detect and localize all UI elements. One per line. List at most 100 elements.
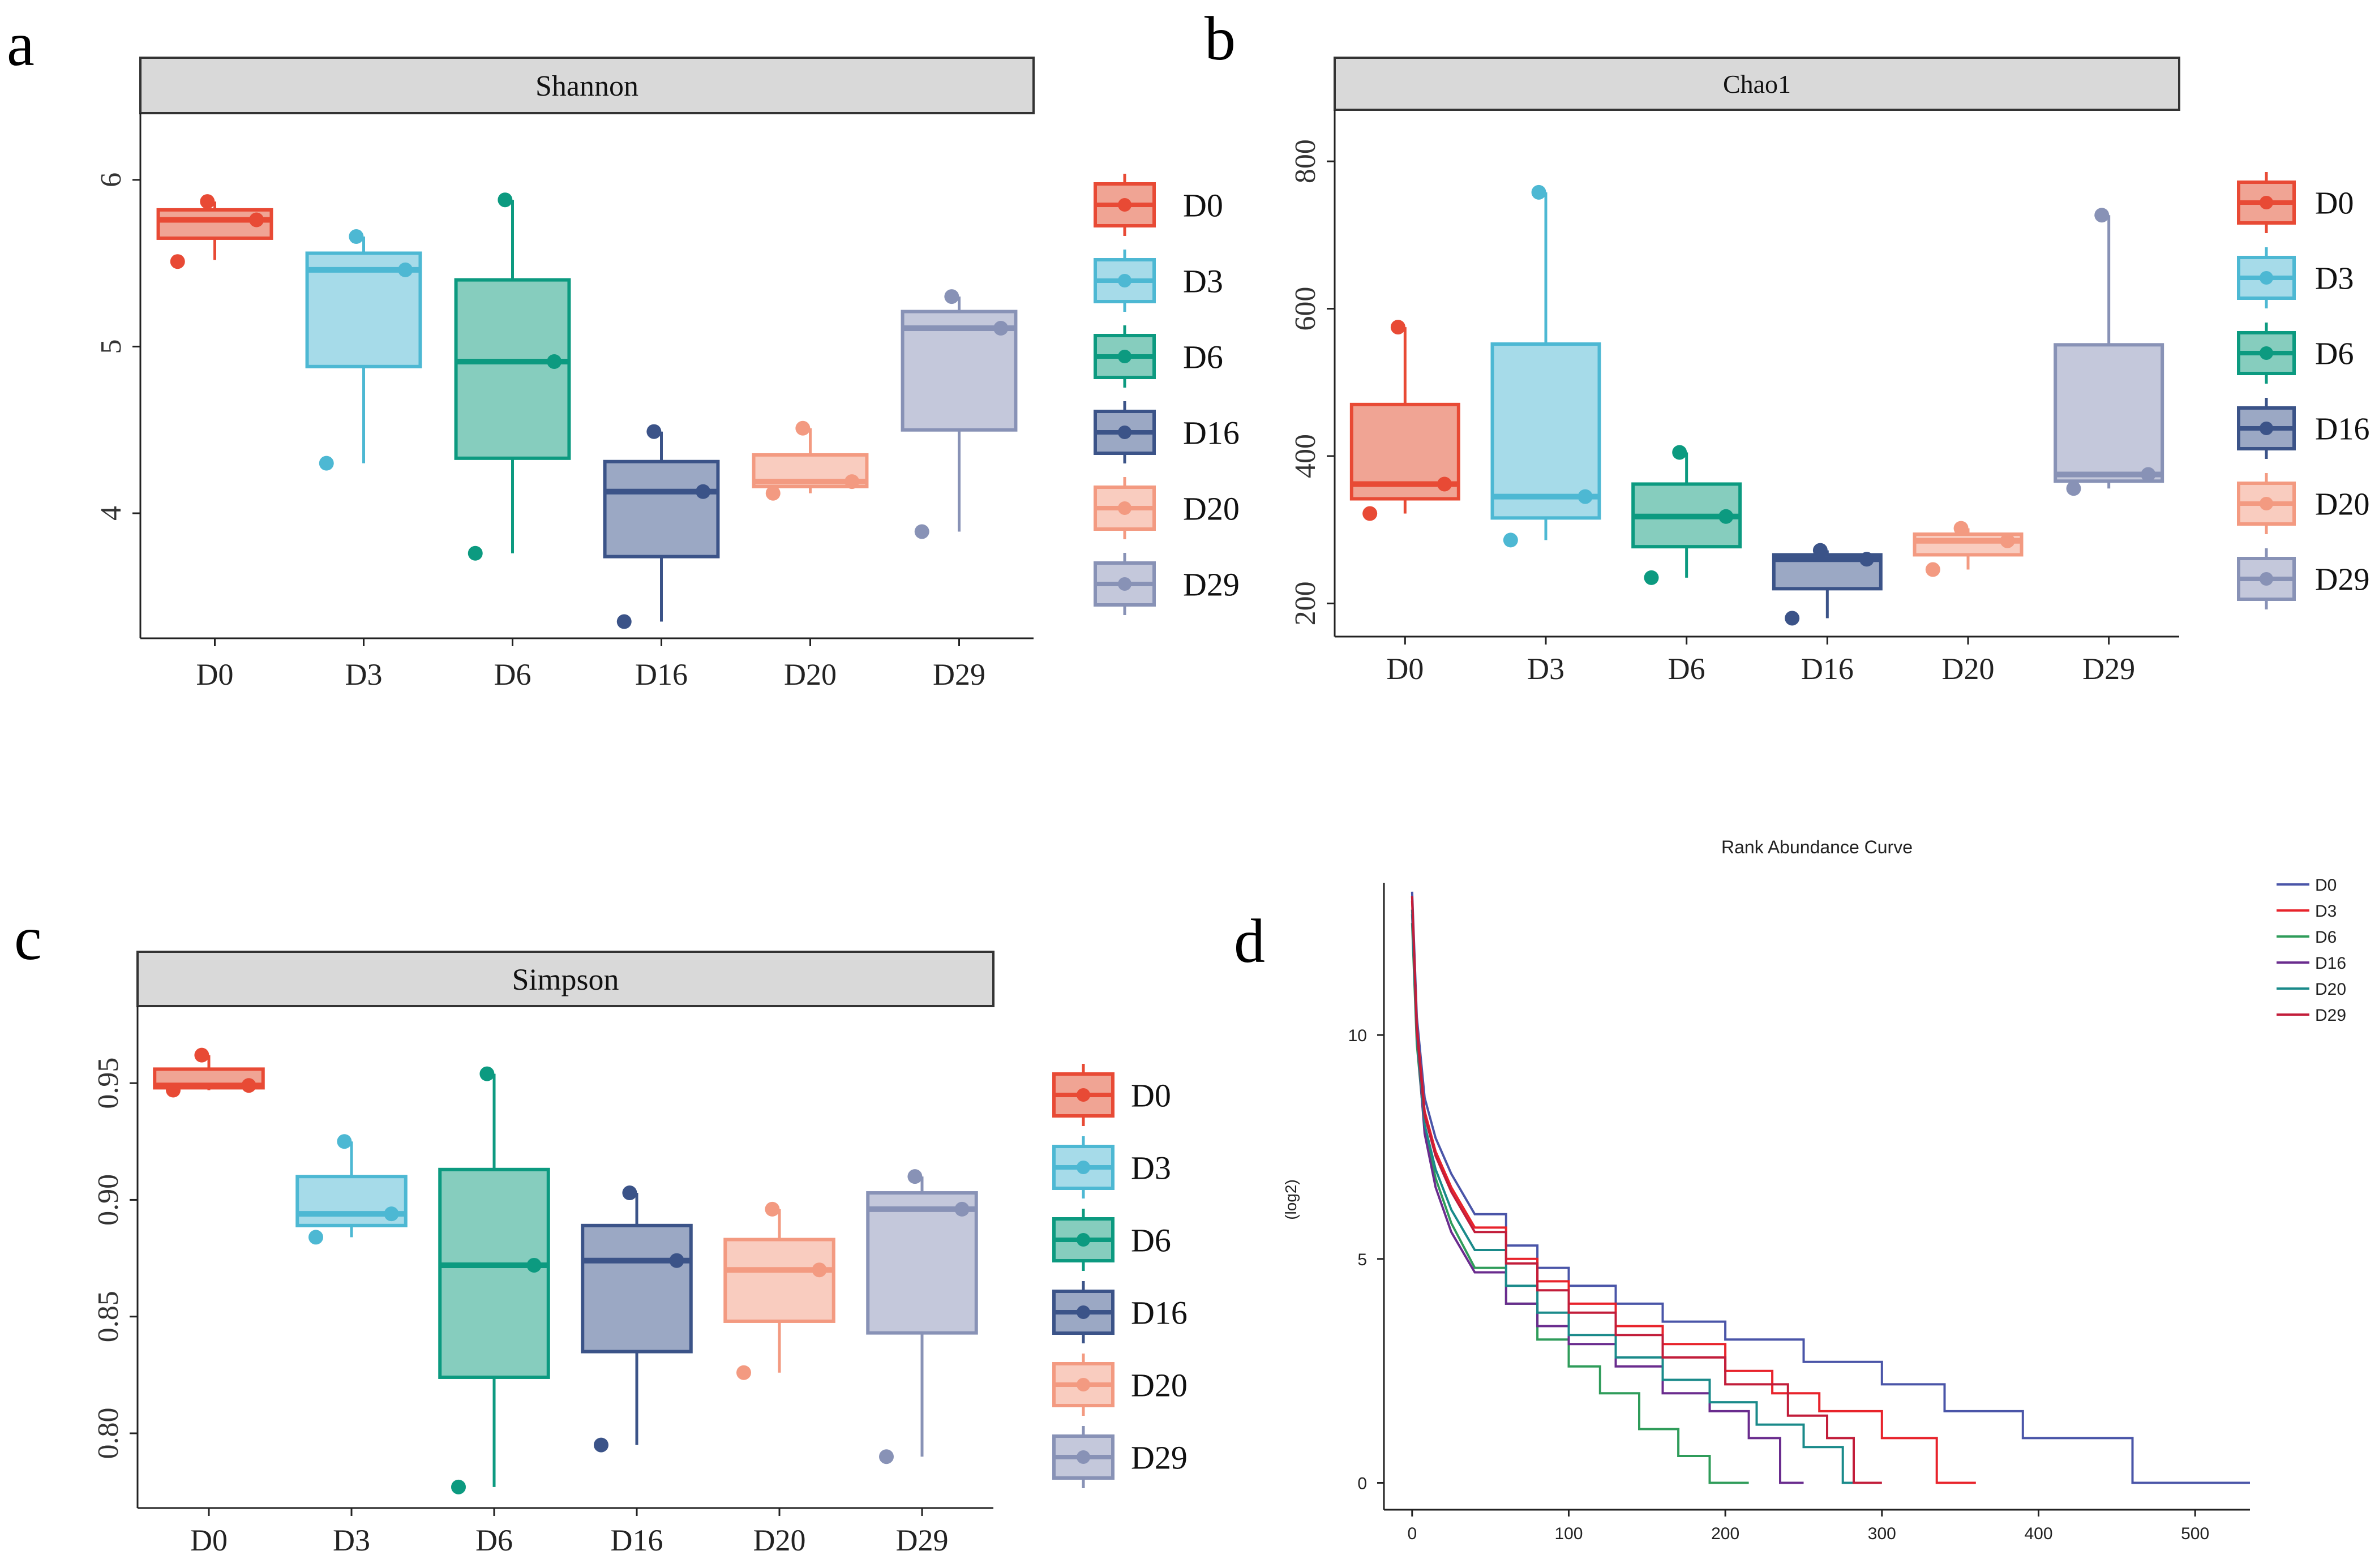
data-point — [547, 354, 562, 369]
legend-key-point — [1118, 198, 1131, 212]
y-axis-label: (log2) — [1282, 1179, 1300, 1220]
legend-item-D20: D20 — [1094, 477, 1240, 539]
data-point — [1390, 320, 1405, 335]
series-line-D6 — [1411, 923, 1749, 1484]
legend-label: D6 — [1183, 338, 1223, 375]
series-line-D29 — [1411, 896, 1882, 1484]
y-tick-label: 400 — [1289, 434, 1322, 478]
legend-item-D16: D16 — [1052, 1281, 1188, 1343]
x-tick-label: D3 — [1527, 652, 1564, 686]
box-D3 — [295, 1134, 408, 1245]
data-point — [398, 262, 413, 277]
data-point — [249, 212, 264, 227]
legend-item-D16: D16 — [2237, 398, 2369, 459]
x-tick-label: 400 — [2024, 1524, 2052, 1543]
box-iqr — [866, 1191, 978, 1335]
data-point — [795, 420, 811, 436]
x-tick-label: D6 — [1668, 652, 1705, 686]
box-iqr — [454, 278, 571, 460]
legend-item-D29: D29 — [2237, 548, 2369, 609]
panel-b: Chao1 200 400 600 800 D0 D3 D6 D16 D20 D29 D0 D3 D6 D1… — [1289, 57, 2369, 686]
legend-label: D3 — [2315, 902, 2337, 921]
legend-label: D3 — [1183, 263, 1223, 299]
box-D0 — [153, 1047, 265, 1098]
data-point — [526, 1257, 542, 1273]
data-point — [646, 424, 662, 439]
data-point — [845, 474, 860, 489]
legend-label: D6 — [2315, 337, 2354, 372]
data-point — [812, 1262, 827, 1278]
legend-label: D29 — [2315, 562, 2369, 598]
legend-item-D6: D6 — [1052, 1209, 1171, 1271]
series-line-D0 — [1411, 891, 2250, 1484]
data-point — [1644, 570, 1659, 585]
legend-key-point — [1077, 1088, 1090, 1102]
legend-key-point — [2260, 346, 2273, 360]
data-point — [1672, 445, 1687, 460]
x-tick-label: D3 — [333, 1523, 370, 1557]
x-tick-label: 500 — [2181, 1524, 2209, 1543]
legend-label: D3 — [2315, 261, 2354, 297]
box-D6 — [1631, 445, 1742, 585]
x-tick-label: D20 — [784, 658, 837, 691]
x-tick-label: D0 — [196, 658, 234, 691]
legend-label: D29 — [2315, 1006, 2346, 1025]
legend-item-D20: D20 — [2237, 473, 2369, 534]
legend-key-point — [1077, 1161, 1090, 1174]
legend-label: D0 — [1131, 1077, 1171, 1114]
data-point — [451, 1479, 466, 1494]
legend-item-D6: D6 — [1094, 325, 1223, 388]
x-tick-label: D16 — [1801, 652, 1854, 686]
y-tick-label: 0.95 — [92, 1058, 125, 1109]
panel-c: Simpson 0.80 0.85 0.90 0.95 D0 D3 D6 D16 D20 D29 D0… — [92, 951, 1188, 1557]
data-point — [765, 1201, 780, 1217]
chart-title: Shannon — [535, 70, 638, 102]
x-tick-label: D29 — [2082, 652, 2135, 686]
x-tick-label: D16 — [611, 1523, 663, 1557]
data-point — [349, 229, 364, 244]
legend-item-D3: D3 — [2237, 247, 2354, 308]
box-iqr — [1490, 342, 1601, 520]
data-point — [669, 1253, 684, 1268]
legend-label: D20 — [2315, 980, 2346, 999]
box-D3 — [1490, 184, 1601, 548]
legend-item-D3: D3 — [1052, 1136, 1171, 1198]
legend-item-D0: D0 — [1094, 174, 1223, 236]
data-point — [954, 1201, 970, 1217]
data-point — [194, 1047, 209, 1063]
x-tick-label: 100 — [1554, 1524, 1583, 1543]
data-point — [241, 1078, 256, 1093]
x-tick-label: D29 — [933, 658, 985, 691]
data-point — [2094, 208, 2110, 223]
box-iqr — [581, 1223, 693, 1354]
legend-key-point — [1077, 1378, 1090, 1391]
legend-label: D3 — [1131, 1149, 1171, 1186]
data-point — [993, 321, 1009, 336]
legend-item-D3: D3 — [1094, 250, 1223, 312]
y-tick-label: 4 — [95, 506, 127, 521]
panel-letter-c: c — [14, 904, 42, 973]
box-D29 — [2054, 208, 2164, 496]
legend-label: D6 — [2315, 928, 2337, 947]
x-tick-label: D0 — [1386, 652, 1424, 686]
y-tick-label: 0.85 — [92, 1291, 125, 1342]
box-D20 — [723, 1201, 835, 1380]
box-D0 — [156, 194, 273, 269]
x-tick-label: D20 — [1942, 652, 1995, 686]
data-point — [1718, 509, 1734, 524]
box-D29 — [901, 289, 1018, 539]
y-tick-label: 10 — [1348, 1026, 1367, 1045]
legend-key-point — [2260, 271, 2273, 285]
data-point — [765, 486, 781, 501]
data-point — [1578, 489, 1593, 504]
series-line-D3 — [1411, 900, 1976, 1484]
chart-title: Simpson — [512, 963, 619, 996]
series-line-D16 — [1411, 914, 1804, 1484]
legend-item-D6: D6 — [2237, 323, 2354, 384]
box-D0 — [1349, 320, 1460, 521]
legend-label: D0 — [2315, 186, 2354, 221]
x-tick-label: 200 — [1711, 1524, 1739, 1543]
legend-label: D0 — [1183, 187, 1223, 224]
